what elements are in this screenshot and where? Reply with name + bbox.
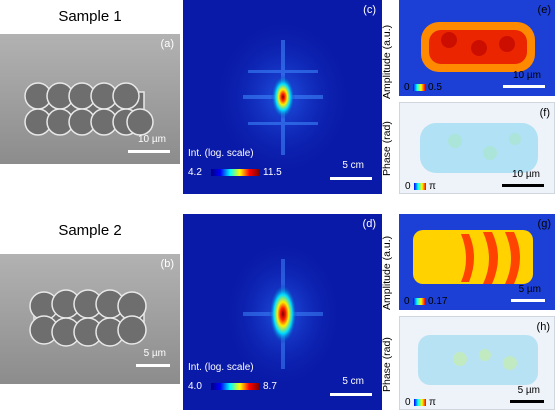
- colorbar-d: [211, 383, 259, 390]
- colorbar-f: [414, 183, 426, 190]
- sample-1-title: Sample 1: [58, 8, 122, 25]
- scale-text-h: 5 µm: [517, 385, 540, 396]
- colorbar-title-d: Int. (log. scale): [188, 362, 254, 373]
- sem-blob-sample-2: [0, 254, 180, 384]
- colorbar-min-d: 4.0: [188, 381, 202, 392]
- panel-label-c: (c): [363, 4, 376, 16]
- scale-bar-h: [510, 400, 544, 403]
- colorbar-max-e: 0.5: [428, 82, 442, 93]
- diffraction-pattern-sample-2: (d) Int. (log. scale) 4.0 8.7 5 cm: [183, 214, 382, 410]
- scale-bar-a: [128, 150, 170, 153]
- axis-label-h: Phase (rad): [381, 337, 393, 392]
- sample-2-title: Sample 2: [58, 222, 122, 239]
- colorbar-min-f: 0: [405, 181, 411, 192]
- sem-image-sample-1: (a) 10 µm: [0, 34, 180, 164]
- panel-label-e: (e): [537, 4, 551, 16]
- colorbar-max-f: π: [429, 181, 436, 192]
- phase-map-sample-1: (f) 0 π 10 µm: [399, 102, 555, 194]
- sem-blob-sample-1: [0, 34, 180, 164]
- amplitude-map-sample-2: (g) 0 0.17 5 µm: [399, 214, 555, 310]
- scale-bar-f: [502, 184, 544, 187]
- phase-image-sample-1: [420, 123, 538, 173]
- colorbar-g: [413, 298, 425, 305]
- scale-text-c: 5 cm: [342, 160, 364, 171]
- colorbar-h: [414, 399, 426, 406]
- scale-text-e: 10 µm: [513, 70, 541, 81]
- panel-label-b: (b): [160, 258, 174, 270]
- scale-text-d: 5 cm: [342, 376, 364, 387]
- scale-bar-g: [511, 299, 545, 302]
- scale-text-g: 5 µm: [518, 284, 541, 295]
- panel-label-g: (g): [537, 218, 551, 230]
- colorbar-c: [211, 169, 259, 176]
- axis-label-e: Amplitude (a.u.): [381, 24, 393, 99]
- diffraction-image-sample-1: [183, 0, 382, 194]
- panel-label-h: (h): [536, 321, 550, 333]
- scale-text-a: 10 µm: [138, 134, 166, 145]
- colorbar-max-h: π: [429, 397, 436, 408]
- colorbar-max-c: 11.5: [263, 167, 282, 178]
- phase-image-sample-2: [418, 335, 538, 385]
- panel-label-d: (d): [362, 218, 376, 230]
- colorbar-max-g: 0.17: [428, 296, 448, 307]
- diffraction-image-sample-2: [183, 214, 382, 410]
- diffraction-pattern-sample-1: (c) Int. (log. scale) 4.2 11.5 5 cm: [183, 0, 382, 194]
- scale-text-f: 10 µm: [512, 169, 540, 180]
- colorbar-max-d: 8.7: [263, 381, 277, 392]
- colorbar-e: [413, 84, 425, 91]
- scale-bar-c: [330, 177, 372, 180]
- sem-image-sample-2: (b) 5 µm: [0, 254, 180, 384]
- colorbar-min-e: 0: [404, 82, 410, 93]
- scale-bar-e: [503, 85, 545, 88]
- scale-text-b: 5 µm: [143, 348, 166, 359]
- phase-map-sample-2: (h) 0 π 5 µm: [399, 316, 555, 410]
- colorbar-min-g: 0: [404, 296, 410, 307]
- axis-label-f: Phase (rad): [381, 121, 393, 176]
- amplitude-map-sample-1: (e) 0 0.5 10 µm: [399, 0, 555, 96]
- panel-label-a: (a): [160, 38, 174, 50]
- axis-label-g: Amplitude (a.u.): [381, 235, 393, 310]
- scale-bar-b: [136, 364, 170, 367]
- amplitude-image-sample-1: [399, 0, 555, 96]
- colorbar-min-c: 4.2: [188, 167, 202, 178]
- colorbar-min-h: 0: [405, 397, 411, 408]
- scale-bar-d: [330, 393, 372, 396]
- amplitude-image-sample-2: [399, 214, 555, 310]
- colorbar-title-c: Int. (log. scale): [188, 148, 254, 159]
- panel-label-f: (f): [539, 107, 550, 119]
